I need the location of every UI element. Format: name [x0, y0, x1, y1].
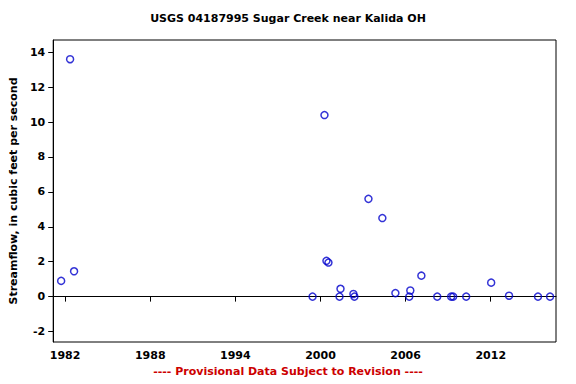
svg-text:10: 10	[30, 116, 46, 129]
svg-text:4: 4	[38, 220, 46, 233]
svg-text:USGS 04187995 Sugar Creek near: USGS 04187995 Sugar Creek near Kalida OH	[150, 12, 426, 25]
svg-text:2: 2	[38, 255, 46, 268]
svg-text:12: 12	[30, 81, 45, 94]
svg-text:2012: 2012	[475, 349, 506, 362]
svg-text:2006: 2006	[390, 349, 421, 362]
svg-text:Streamflow, in cubic feet per: Streamflow, in cubic feet per second	[7, 77, 20, 304]
svg-text:2000: 2000	[305, 349, 336, 362]
svg-text:1994: 1994	[220, 349, 251, 362]
svg-text:1982: 1982	[50, 349, 81, 362]
svg-text:-2: -2	[33, 325, 45, 338]
svg-text:14: 14	[30, 46, 46, 59]
svg-text:---- Provisional Data Subject: ---- Provisional Data Subject to Revisio…	[153, 365, 423, 378]
svg-text:6: 6	[38, 185, 46, 198]
svg-text:1988: 1988	[135, 349, 166, 362]
svg-text:8: 8	[38, 150, 46, 163]
svg-text:0: 0	[38, 290, 46, 303]
